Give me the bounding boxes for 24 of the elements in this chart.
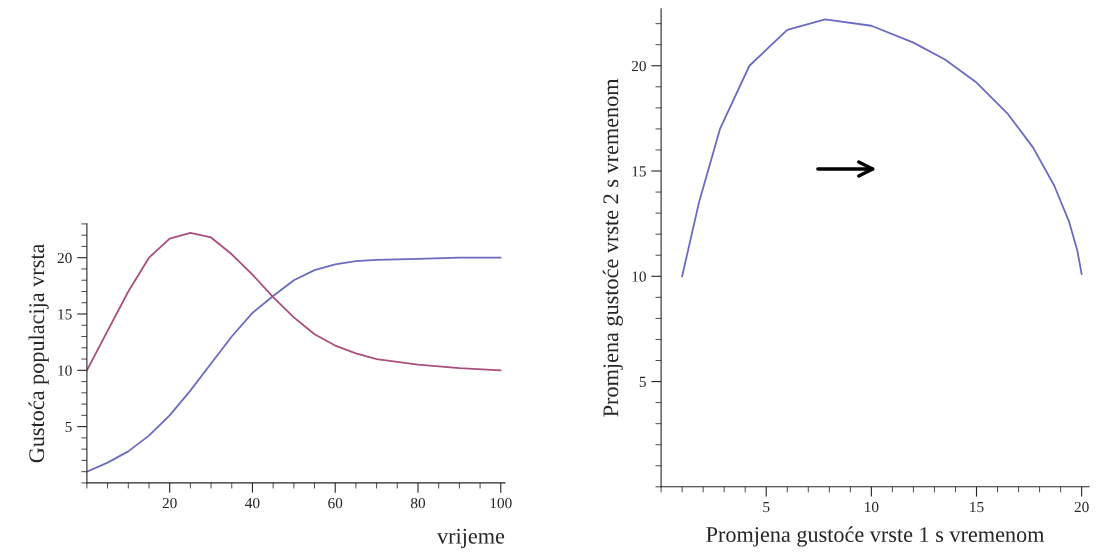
x-tick-label: 10 (865, 501, 879, 513)
y-tick-label: 20 (631, 60, 646, 72)
x-tick-label: 20 (1074, 501, 1089, 513)
x-axis-title: vrijeme (437, 528, 505, 549)
y-axis-title: Promjena gustoće vrste 2 s vremenom (602, 78, 623, 417)
y-tick-label: 20 (57, 252, 72, 264)
x-tick-label: 60 (328, 497, 343, 509)
y-tick-label: 15 (58, 309, 72, 320)
y-tick-label: 15 (632, 166, 646, 177)
y-tick-label: 10 (632, 271, 646, 282)
line-series (86, 256, 502, 473)
y-tick-label: 5 (639, 376, 646, 387)
y-axis-title: Gustoća populacija vrsta (28, 243, 49, 463)
x-axis-title: Promjena gustoće vrste 1 s vremenom (706, 526, 1045, 547)
x-tick-label: 100 (490, 497, 512, 509)
x-tick-label: 80 (410, 497, 426, 509)
x-tick-label: 15 (970, 501, 984, 513)
y-tick-label: 5 (65, 421, 72, 433)
line-series (86, 232, 502, 372)
y-tick-label: 10 (58, 365, 72, 376)
x-tick-label: 20 (162, 497, 177, 509)
line-series (681, 18, 1083, 278)
x-tick-label: 5 (763, 502, 770, 513)
x-tick-label: 40 (245, 497, 260, 509)
